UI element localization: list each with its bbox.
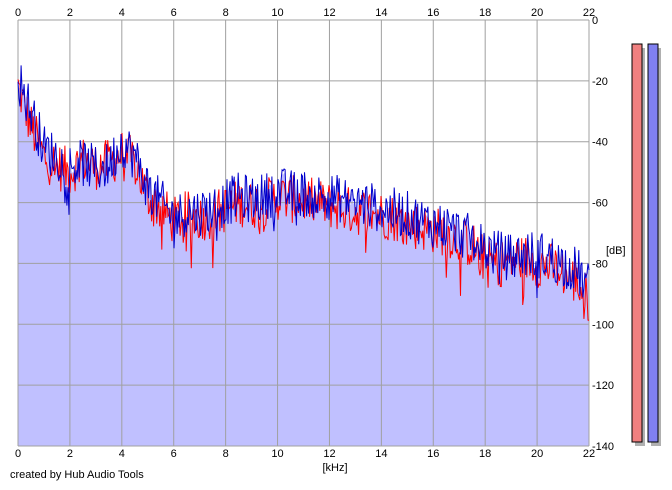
spectrum-fill-area	[18, 69, 589, 447]
y-tick-label: -40	[592, 137, 608, 149]
y-tick-label: 0	[592, 15, 598, 27]
x-tick-label-top: 6	[171, 7, 177, 19]
level-meters	[631, 43, 661, 446]
x-tick-label-bottom: 14	[375, 448, 387, 460]
credit-text: created by Hub Audio Tools	[10, 469, 144, 481]
x-tick-label-top: 4	[119, 7, 125, 19]
x-tick-label-top: 14	[375, 7, 387, 19]
x-axis-bottom-tick-labels: 0 2 4 6 8 10 12 14 16 18 20 22	[15, 448, 595, 460]
x-tick-label-top: 18	[479, 7, 491, 19]
x-tick-label-top: 2	[67, 7, 73, 19]
y-tick-label: -80	[592, 258, 608, 270]
y-tick-label: -60	[592, 198, 608, 210]
x-tick-label-top: 22	[583, 7, 595, 19]
x-tick-label-bottom: 22	[583, 448, 595, 460]
x-tick-label-top: 0	[15, 7, 21, 19]
x-axis-label: [kHz]	[322, 462, 347, 474]
x-tick-label-bottom: 12	[323, 448, 335, 460]
x-axis-tick-labels: 0 2 4 6 8 10 12 14 16 18 20 22	[15, 7, 595, 19]
x-tick-label-top: 16	[427, 7, 439, 19]
x-tick-label-bottom: 0	[15, 448, 21, 460]
y-tick-label: -140	[592, 441, 614, 453]
x-tick-label-bottom: 6	[171, 448, 177, 460]
y-tick-label: -120	[592, 380, 614, 392]
left-level-meter	[631, 43, 643, 443]
x-tick-label-bottom: 18	[479, 448, 491, 460]
x-tick-label-bottom: 16	[427, 448, 439, 460]
y-axis-label: [dB]	[606, 245, 626, 257]
x-tick-label-bottom: 10	[271, 448, 283, 460]
x-tick-label-top: 10	[271, 7, 283, 19]
x-tick-label-bottom: 2	[67, 448, 73, 460]
right-channel-line	[17, 65, 590, 299]
y-tick-label: -20	[592, 76, 608, 88]
y-tick-label: -100	[592, 319, 614, 331]
x-tick-label-top: 20	[531, 7, 543, 19]
x-tick-label-bottom: 4	[119, 448, 125, 460]
x-tick-label-top: 12	[323, 7, 335, 19]
x-tick-label-bottom: 20	[531, 448, 543, 460]
right-level-meter	[647, 43, 659, 443]
x-tick-label-top: 8	[223, 7, 229, 19]
x-tick-label-bottom: 8	[223, 448, 229, 460]
y-axis-tick-labels: 0 -20 -40 -60 -80 -100 -120 -140	[592, 15, 614, 453]
